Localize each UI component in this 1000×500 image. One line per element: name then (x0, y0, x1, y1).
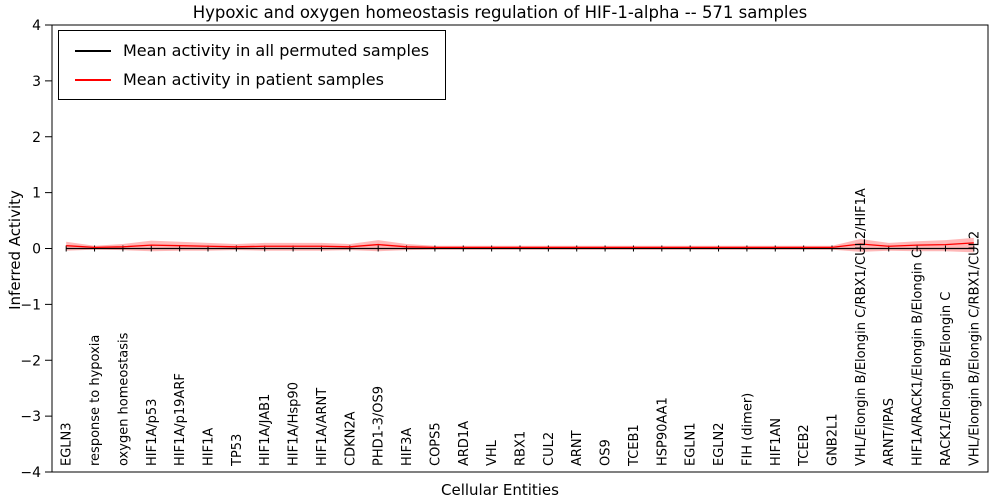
chart-title: Hypoxic and oxygen homeostasis regulatio… (192, 3, 808, 22)
x-tick-label: RBX1 (514, 431, 529, 466)
x-tick-label: EGLN2 (712, 422, 727, 466)
x-tick-label: EGLN3 (60, 422, 75, 466)
x-tick-label: HSP90AA1 (655, 397, 670, 466)
x-tick-label: VHL/Elongin B/Elongin C/RBX1/CUL2/HIF1A (854, 188, 869, 466)
x-tick-label: response to hypoxia (88, 335, 103, 466)
x-tick-label: HIF1AN (769, 418, 784, 466)
y-tick-label: 2 (32, 130, 41, 146)
y-tick-label: 0 (32, 242, 41, 258)
x-tick-label: FIH (dimer) (740, 393, 755, 466)
x-tick-label: HIF1A (202, 428, 217, 466)
x-tick-label: CDKN2A (343, 411, 358, 466)
x-tick-label: ARNT (570, 430, 585, 466)
x-tick-label: HIF1A/RACK1/Elongin B/Elongin C (911, 249, 926, 466)
x-tick-label: HIF1A/p53 (145, 399, 160, 466)
y-tick-label: −3 (20, 409, 41, 425)
x-tick-label: TCEB2 (797, 424, 812, 467)
x-tick-label: TP53 (230, 434, 245, 467)
x-tick-label: OS9 (599, 439, 614, 466)
legend-entry-patient: Mean activity in patient samples (75, 70, 429, 89)
x-tick-label: oxygen homeostasis (116, 332, 131, 466)
x-tick-label: HIF1A/JAB1 (258, 394, 273, 466)
x-tick-label: VHL/Elongin B/Elongin C/RBX1/CUL2 (967, 231, 982, 466)
x-tick-label: COPS5 (428, 422, 443, 466)
permuted-line-swatch (75, 49, 111, 52)
x-tick-label: ARD1A (457, 421, 472, 466)
legend: Mean activity in all permuted samples Me… (58, 30, 447, 100)
x-tick-label: GNB2L1 (826, 413, 841, 466)
y-tick-label: −2 (20, 353, 41, 369)
y-tick-label: 4 (32, 18, 41, 34)
x-tick-label: EGLN1 (684, 422, 699, 466)
legend-label-permuted: Mean activity in all permuted samples (123, 41, 430, 60)
x-tick-label: RACK1/Elongin B/Elongin C (939, 292, 954, 466)
x-tick-label: PHD1-3/OS9 (372, 386, 387, 466)
x-tick-label: CUL2 (542, 432, 557, 466)
y-tick-label: 3 (32, 74, 41, 90)
x-tick-label: HIF3A (400, 428, 415, 466)
patient-line-swatch (75, 78, 111, 81)
y-tick-label: −1 (20, 297, 41, 313)
x-tick-label: HIF1A/Hsp90 (287, 382, 302, 466)
legend-label-patient: Mean activity in patient samples (123, 70, 384, 89)
x-tick-label: HIF1A/p19ARF (173, 373, 188, 466)
x-tick-label: HIF1A/ARNT (315, 388, 330, 466)
y-tick-label: 1 (32, 186, 41, 202)
x-tick-label: TCEB1 (627, 424, 642, 467)
x-axis-label: Cellular Entities (441, 481, 559, 499)
x-tick-label: ARNT/IPAS (882, 398, 897, 466)
x-tick-label: VHL (485, 439, 500, 466)
legend-entry-permuted: Mean activity in all permuted samples (75, 41, 429, 60)
y-tick-label: −4 (20, 465, 41, 481)
